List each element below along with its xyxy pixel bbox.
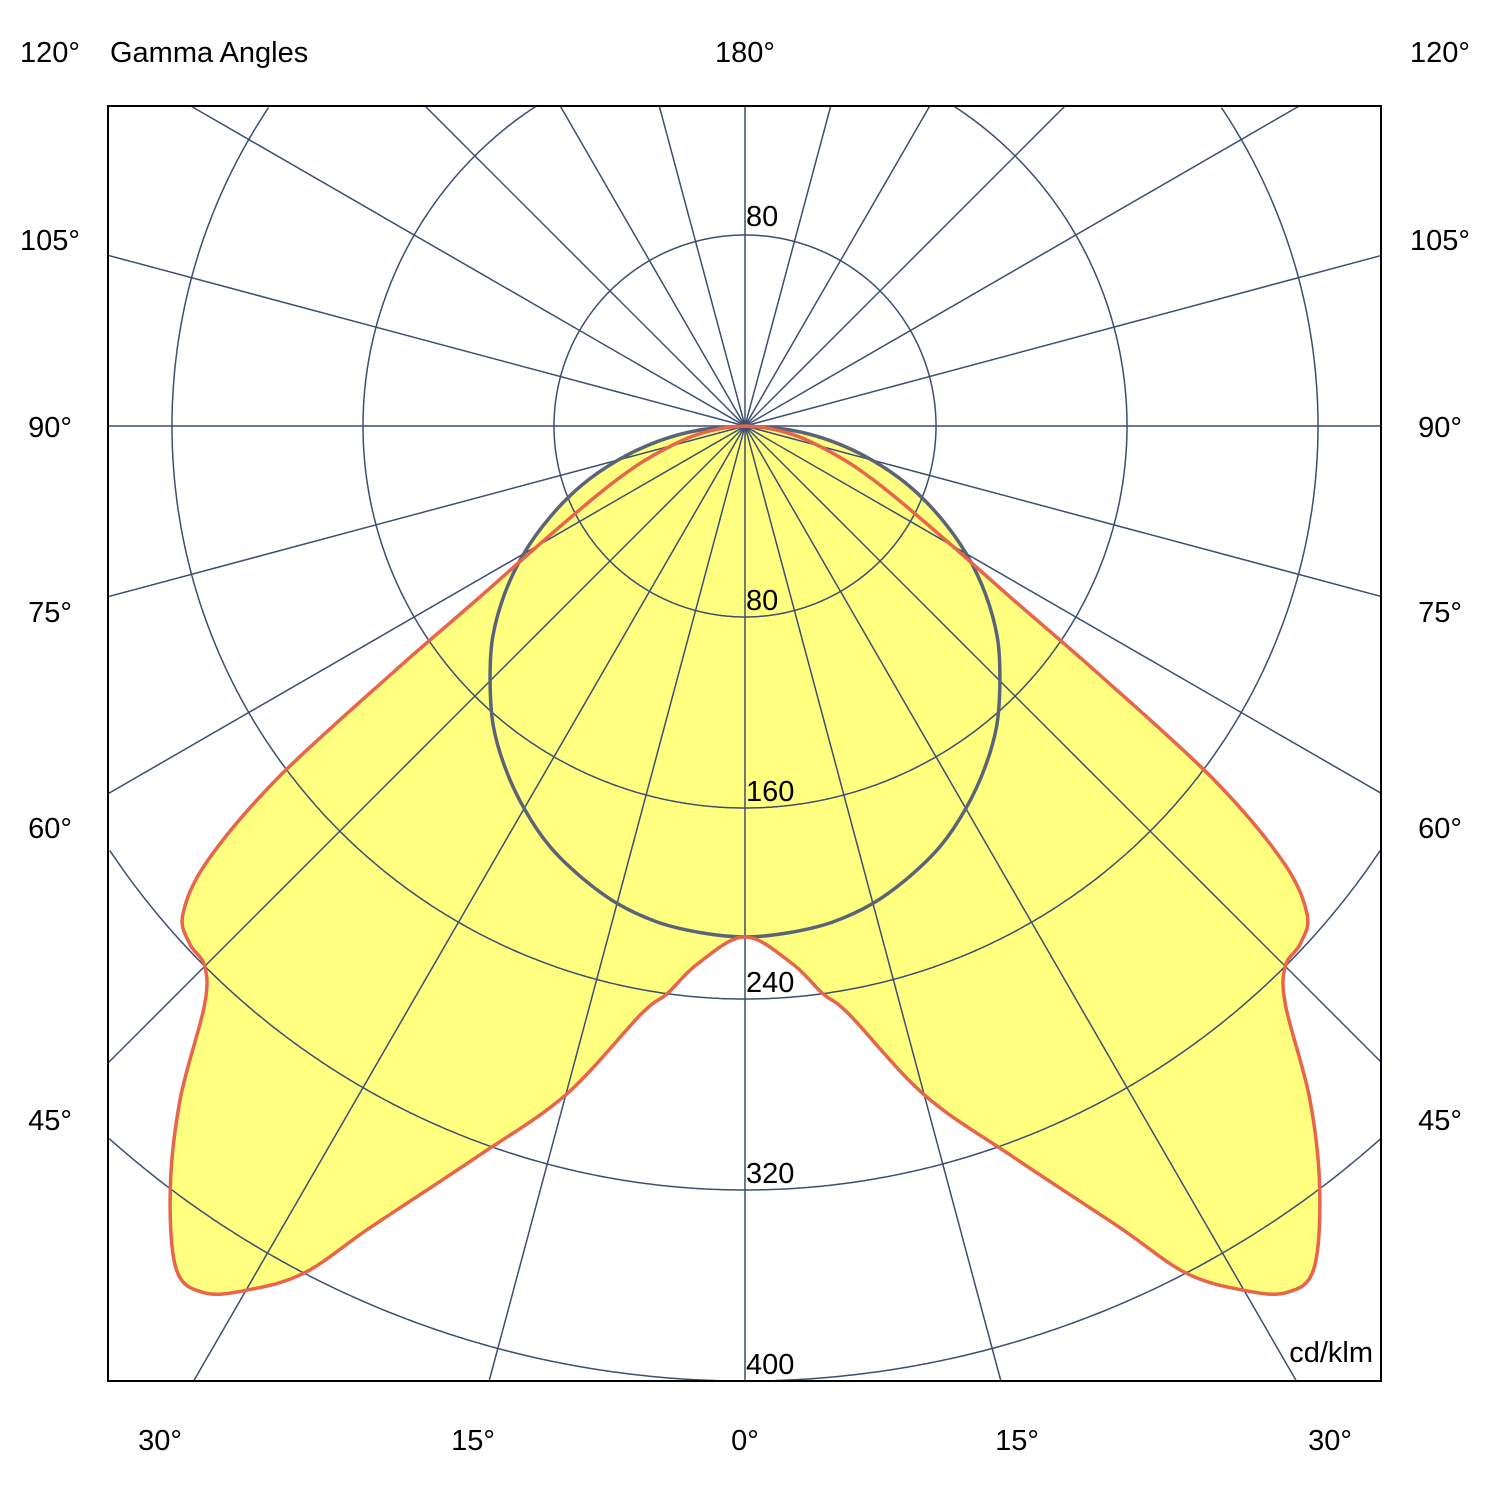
angle-label-top: 180°	[715, 37, 775, 69]
grid-radial-line	[559, 105, 1298, 1382]
angle-label-right: 45°	[1418, 1105, 1462, 1137]
radial-tick-label: 80	[746, 585, 778, 617]
angle-label-left: 60°	[28, 813, 72, 845]
grid-circle	[953, 105, 1128, 426]
radial-tick-label: 240	[746, 967, 794, 999]
grid-radial-line	[192, 105, 931, 1382]
grid-radial-line	[488, 105, 832, 1382]
angle-label-right: 60°	[1418, 813, 1462, 845]
angle-label-left: 90°	[28, 412, 72, 444]
angle-label-right: 120°	[1410, 37, 1470, 69]
unit-label: cd/klm	[1289, 1337, 1373, 1369]
grid-radial-line	[107, 105, 1066, 1064]
angle-label-left: 105°	[20, 225, 80, 257]
angle-label-right: 90°	[1418, 412, 1462, 444]
angle-label-bottom: 30°	[138, 1425, 182, 1457]
grid-circle	[1220, 107, 1319, 426]
radial-tick-label: 160	[746, 776, 794, 808]
angle-label-left: 120°	[20, 37, 80, 69]
radial-tick-label: 400	[746, 1349, 794, 1381]
radial-tick-label: 80	[746, 201, 778, 233]
intensity-curve-c90-c270	[168, 424, 1322, 1297]
grid-radial-line	[107, 105, 1300, 795]
chart-title: Gamma Angles	[110, 37, 308, 69]
angle-label-bottom: 0°	[731, 1425, 759, 1457]
angle-label-right: 75°	[1418, 597, 1462, 629]
angle-label-bottom: 30°	[1308, 1425, 1352, 1457]
angle-label-left: 75°	[28, 597, 72, 629]
grid-circle	[362, 105, 1128, 809]
plot-frame	[107, 105, 1382, 1382]
angle-label-bottom: 15°	[995, 1425, 1039, 1457]
angle-label-left: 45°	[28, 1105, 72, 1137]
grid-radial-line	[190, 105, 1382, 794]
grid-radial-line	[424, 105, 1382, 1063]
grid-circle	[171, 107, 1319, 1000]
angle-label-right: 105°	[1410, 225, 1470, 257]
grid-radial-line	[658, 105, 1002, 1382]
radial-tick-label: 320	[746, 1158, 794, 1190]
angle-label-bottom: 15°	[451, 1425, 495, 1457]
